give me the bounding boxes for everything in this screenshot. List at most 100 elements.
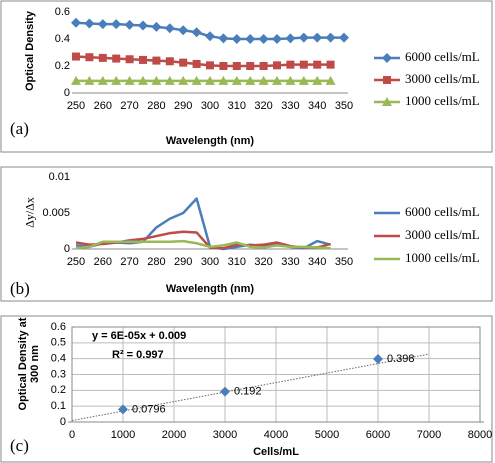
- marker: [205, 31, 215, 42]
- x-tick-label: 6000: [366, 429, 390, 441]
- annotation: R² = 0.997: [112, 349, 164, 361]
- x-tick-label: 280: [147, 100, 165, 112]
- marker: [231, 34, 242, 44]
- panel-label: (a): [10, 119, 29, 138]
- marker: [245, 34, 256, 44]
- marker: [139, 55, 147, 64]
- marker: [151, 21, 162, 32]
- panel-label: (b): [10, 279, 30, 298]
- marker: [272, 75, 282, 85]
- x-tick-label: 8000: [468, 429, 492, 441]
- marker: [258, 34, 269, 44]
- y-axis-title: Optical Density: [24, 10, 36, 92]
- marker: [373, 353, 383, 364]
- y-tick-label: 0.005: [42, 207, 70, 219]
- x-tick-label: 280: [147, 256, 165, 268]
- x-tick-label: 290: [174, 100, 192, 112]
- x-axis-title: Cells/mL: [253, 446, 299, 458]
- legend-label: 6000 cells/mL: [405, 204, 480, 219]
- panel-frame: [0, 0, 493, 153]
- x-tick-label: 3000: [213, 429, 237, 441]
- x-tick-label: 5000: [315, 429, 339, 441]
- x-tick-label: 260: [94, 256, 112, 268]
- marker: [111, 75, 122, 85]
- y-tick-label: 0.5: [51, 337, 66, 349]
- marker: [232, 62, 241, 70]
- y-tick-label: 0.6: [55, 6, 70, 18]
- y-tick-label: 0.4: [51, 353, 66, 365]
- y-tick-label: 0.01: [49, 171, 70, 183]
- marker: [326, 60, 335, 69]
- x-tick-label: 0: [69, 429, 75, 441]
- annotation: y = 6E-05x + 0.009: [92, 330, 186, 342]
- x-tick-label: 7000: [417, 429, 441, 441]
- marker: [298, 32, 309, 43]
- marker: [312, 75, 323, 85]
- x-tick-label: 1000: [111, 429, 135, 441]
- y-tick-label: 0.1: [51, 400, 66, 412]
- x-tick-label: 340: [308, 256, 326, 268]
- y-tick-label: 0.2: [51, 384, 66, 396]
- x-tick-label: 320: [254, 100, 272, 112]
- marker: [138, 20, 148, 31]
- data-label: 0.398: [387, 353, 415, 365]
- marker: [382, 97, 392, 106]
- marker: [179, 58, 188, 67]
- marker: [111, 19, 122, 30]
- marker: [312, 32, 323, 43]
- marker: [152, 56, 161, 65]
- y-tick-label: 0.4: [55, 33, 70, 45]
- x-tick-label: 250: [67, 256, 85, 268]
- marker: [178, 25, 189, 36]
- marker: [325, 75, 336, 85]
- x-tick-label: 270: [120, 256, 138, 268]
- marker: [191, 27, 202, 38]
- x-tick-label: 310: [228, 256, 246, 268]
- marker: [313, 60, 322, 69]
- marker: [218, 75, 229, 85]
- y-tick-label: 0: [60, 416, 66, 428]
- marker: [165, 57, 174, 66]
- marker: [124, 75, 135, 85]
- marker: [151, 75, 162, 85]
- marker: [273, 61, 281, 70]
- plot-frame: [71, 326, 481, 423]
- x-tick-label: 260: [94, 100, 112, 112]
- marker: [258, 75, 269, 85]
- marker: [325, 32, 336, 43]
- marker: [164, 23, 175, 34]
- legend-label: 3000 cells/mL: [405, 71, 480, 86]
- marker: [231, 75, 242, 85]
- panel-label: (c): [10, 436, 29, 455]
- marker: [220, 386, 230, 397]
- legend-label: 1000 cells/mL: [405, 93, 480, 108]
- x-tick-label: 290: [174, 256, 192, 268]
- x-tick-label: 270: [120, 100, 138, 112]
- x-tick-label: 320: [254, 256, 272, 268]
- marker: [382, 53, 392, 63]
- x-tick-label: 310: [228, 100, 246, 112]
- marker: [85, 53, 94, 62]
- marker: [259, 62, 268, 70]
- marker: [191, 75, 202, 85]
- y-axis-title: Δy/Δx: [22, 197, 37, 228]
- marker: [125, 55, 134, 64]
- marker: [286, 60, 295, 69]
- x-tick-label: 4000: [264, 429, 288, 441]
- data-label: 0.0796: [132, 403, 166, 415]
- x-tick-label: 300: [201, 100, 219, 112]
- marker: [118, 404, 128, 415]
- marker: [298, 75, 309, 85]
- legend-label: 6000 cells/mL: [405, 49, 480, 64]
- x-tick-label: 300: [201, 256, 219, 268]
- marker: [246, 62, 255, 70]
- marker: [219, 62, 228, 70]
- y-tick-label: 0: [64, 87, 70, 99]
- trendline: [71, 353, 430, 422]
- marker: [98, 53, 107, 62]
- marker: [178, 75, 189, 85]
- x-tick-label: 330: [281, 100, 299, 112]
- marker: [124, 19, 135, 30]
- marker: [299, 60, 308, 69]
